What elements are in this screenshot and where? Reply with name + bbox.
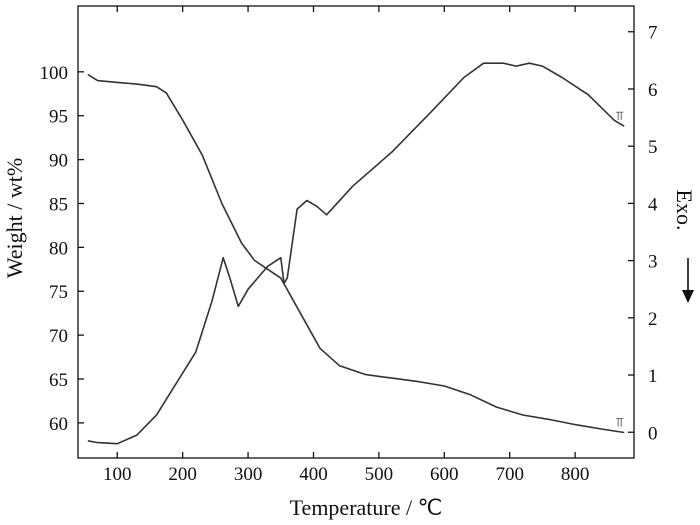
x-tick-label: 700	[495, 464, 524, 485]
left-y-tick-label: 65	[49, 370, 68, 391]
x-tick-label: 300	[234, 464, 263, 485]
x-tick-label: 800	[561, 464, 590, 485]
series-layer	[87, 62, 625, 445]
right-y-axis-ticks: 0 1 2 3 4 5 6 7	[628, 23, 658, 444]
left-y-tick-label: 80	[49, 238, 68, 259]
left-y-tick-label: 95	[49, 107, 68, 128]
x-axis-ticks: 100 200 300 400 500 600 700 800	[103, 6, 589, 485]
tga-curve	[87, 73, 625, 434]
x-axis-title: Temperature / ℃	[290, 495, 443, 520]
left-y-axis-title: Weight / wt%	[2, 158, 27, 278]
left-y-tick-label: 75	[49, 282, 68, 303]
exo-arrow-icon	[682, 258, 694, 303]
curve-end-marker	[616, 111, 624, 121]
x-tick-label: 200	[168, 464, 197, 485]
right-y-tick-label: 2	[648, 309, 658, 330]
x-tick-label: 400	[299, 464, 328, 485]
right-y-tick-label: 7	[648, 23, 658, 44]
right-y-tick-label: 6	[648, 80, 658, 101]
curve-end-marker	[616, 418, 624, 427]
plot-frame	[77, 5, 635, 459]
right-y-tick-label: 0	[648, 423, 658, 444]
right-y-tick-label: 3	[648, 252, 658, 273]
left-y-tick-label: 90	[49, 151, 68, 172]
left-y-axis-ticks: 60 65 70 75 80 85 90 95 100	[40, 63, 84, 435]
left-y-tick-label: 70	[49, 326, 68, 347]
dta-curve	[87, 62, 625, 445]
x-tick-label: 100	[103, 464, 132, 485]
right-y-axis-title: Exo.	[672, 190, 697, 231]
x-tick-label: 600	[430, 464, 459, 485]
right-y-tick-label: 4	[648, 194, 658, 215]
x-tick-label: 500	[365, 464, 394, 485]
left-y-tick-label: 85	[49, 194, 68, 215]
right-y-tick-label: 5	[648, 137, 658, 158]
right-y-tick-label: 1	[648, 366, 658, 387]
left-y-tick-label: 60	[49, 414, 68, 435]
left-y-tick-label: 100	[40, 63, 69, 84]
